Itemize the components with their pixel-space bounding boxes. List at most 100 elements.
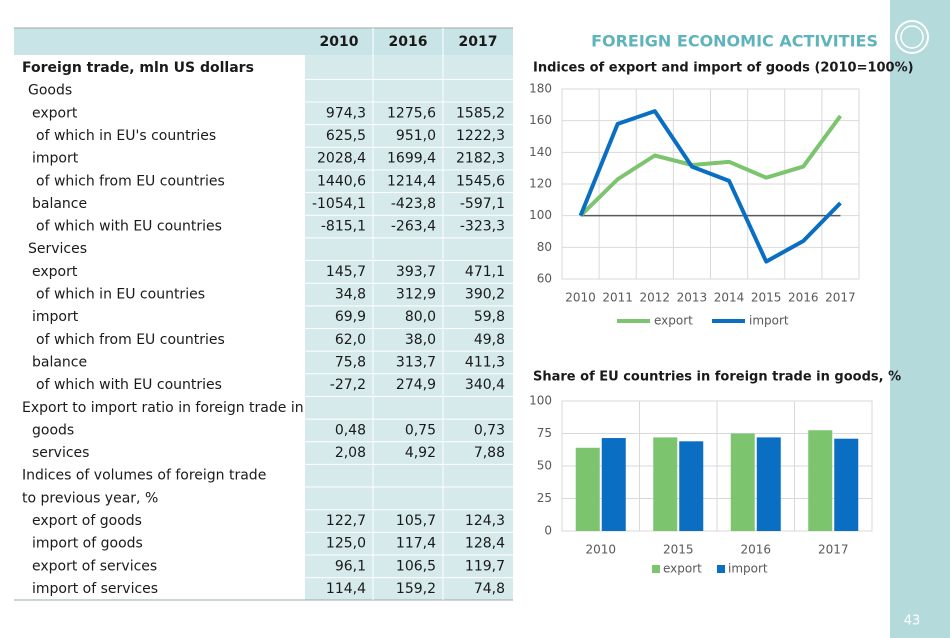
table-value: 69,9 [335, 309, 366, 325]
x-tick-label: 2016 [788, 291, 819, 305]
row-label: import of services [32, 581, 158, 597]
table-value: 128,4 [465, 536, 505, 552]
line-series [578, 109, 842, 264]
table-value: 393,7 [396, 264, 436, 280]
line-series [579, 114, 843, 218]
table-value: 1214,4 [387, 173, 436, 189]
table-value: 0,73 [474, 422, 505, 438]
row-label: Services [28, 241, 87, 257]
bar [575, 447, 600, 531]
row-label: Goods [28, 83, 72, 99]
table-value: 114,4 [326, 581, 366, 597]
row-label: of which with EU countries [36, 219, 222, 235]
x-tick-label: 2012 [640, 291, 671, 305]
table-value: 117,4 [396, 536, 436, 552]
row-label: export [32, 264, 78, 280]
table-value: 411,3 [465, 354, 505, 370]
table-values-bg [305, 55, 513, 600]
y-tick-label: 100 [529, 208, 552, 222]
table-value: 2028,4 [317, 151, 366, 167]
sidebar [890, 0, 950, 638]
x-tick-label: 2010 [565, 291, 596, 305]
legend-label: export [663, 562, 702, 576]
table-value: -423,8 [391, 196, 436, 212]
table-value: 4,92 [405, 445, 436, 461]
table-value: -323,3 [460, 219, 505, 235]
y-tick-label: 140 [529, 145, 552, 159]
legend-label: export [654, 314, 693, 328]
row-label: of which from EU countries [36, 173, 225, 189]
table-value: 1699,4 [387, 151, 436, 167]
bar [808, 430, 833, 531]
table-value: 1545,6 [456, 173, 505, 189]
table-header-bg [14, 28, 513, 55]
y-tick-label: 160 [529, 113, 552, 127]
x-tick-label: 2013 [677, 291, 708, 305]
table-value: 340,4 [465, 377, 505, 393]
table-value: 1275,6 [387, 105, 436, 121]
table-value: 119,7 [465, 558, 505, 574]
table-value: 96,1 [335, 558, 366, 574]
table-value: -263,4 [391, 219, 436, 235]
table-value: 1440,6 [317, 173, 366, 189]
row-label: of which in EU countries [36, 287, 205, 303]
row-label: balance [32, 196, 87, 212]
table-value: 49,8 [474, 332, 505, 348]
row-label: export [32, 105, 78, 121]
row-label: of which from EU countries [36, 332, 225, 348]
table-value: 0,48 [335, 422, 366, 438]
table-value: 2182,3 [456, 151, 505, 167]
bar [730, 433, 755, 531]
table-value: 0,75 [405, 422, 436, 438]
table-value: 951,0 [396, 128, 436, 144]
y-tick-label: 180 [529, 82, 552, 96]
table-value: -597,1 [460, 196, 505, 212]
table-value: 80,0 [405, 309, 436, 325]
table-value: 62,0 [335, 332, 366, 348]
row-label: services [32, 445, 89, 461]
page-number: 43 [904, 614, 921, 629]
x-tick-label: 2011 [602, 291, 633, 305]
y-tick-label: 60 [537, 272, 552, 286]
x-tick-label: 2017 [818, 543, 849, 557]
row-label: to previous year, % [22, 490, 158, 506]
table-value: -27,2 [330, 377, 366, 393]
table-value: 106,5 [396, 558, 436, 574]
row-label: of which with EU countries [36, 377, 222, 393]
y-tick-label: 120 [529, 177, 552, 191]
legend-label: import [728, 562, 768, 576]
column-header: 2017 [459, 34, 498, 50]
table-value: 38,0 [405, 332, 436, 348]
row-label: Foreign trade, mln US dollars [22, 60, 254, 76]
page-title: FOREIGN ECONOMIC ACTIVITIES [591, 32, 878, 51]
table-value: 2,08 [335, 445, 366, 461]
table-value: 34,8 [335, 287, 366, 303]
section-icon-inner [900, 25, 924, 49]
table-value: 471,1 [465, 264, 505, 280]
y-tick-label: 0 [544, 524, 552, 538]
x-tick-label: 2015 [663, 543, 694, 557]
y-tick-label: 25 [537, 491, 552, 505]
x-tick-label: 2010 [585, 543, 616, 557]
table-value: 390,2 [465, 287, 505, 303]
row-label: export of goods [32, 513, 142, 529]
table-value: 1222,3 [456, 128, 505, 144]
bar [679, 441, 704, 531]
table-value: 59,8 [474, 309, 505, 325]
table-value: 105,7 [396, 513, 436, 529]
table-value: 625,5 [326, 128, 366, 144]
bar [834, 438, 859, 531]
x-tick-label: 2017 [825, 291, 856, 305]
table-value: 74,8 [474, 581, 505, 597]
row-label: export of services [32, 558, 157, 574]
table-value: 124,3 [465, 513, 505, 529]
column-header: 2010 [320, 34, 359, 50]
row-label: import of goods [32, 536, 143, 552]
row-label: balance [32, 354, 87, 370]
row-label: Indices of volumes of foreign trade [22, 468, 266, 484]
y-tick-label: 50 [537, 459, 552, 473]
bar [756, 437, 781, 531]
table-value: 125,0 [326, 536, 366, 552]
table-value: 145,7 [326, 264, 366, 280]
